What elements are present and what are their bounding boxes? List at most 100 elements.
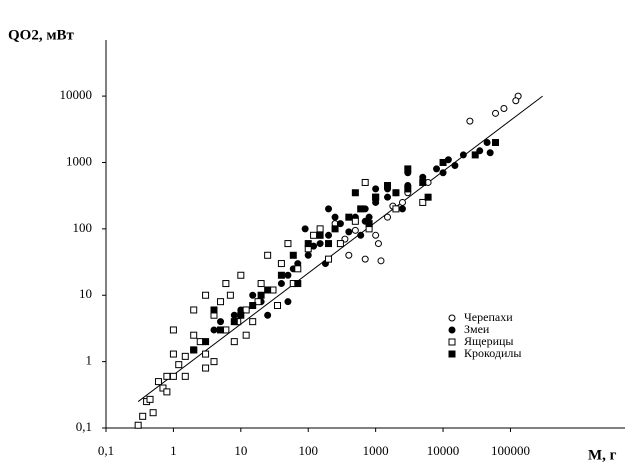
point	[384, 213, 392, 221]
point	[294, 280, 302, 288]
point	[181, 372, 189, 380]
point	[483, 138, 491, 146]
y-tick-label: 100	[73, 220, 93, 235]
point	[316, 225, 324, 233]
point	[190, 306, 198, 314]
point	[202, 338, 210, 346]
point	[331, 225, 339, 233]
point	[139, 412, 147, 420]
x-tick-label: 100000	[491, 443, 530, 458]
x-tick-label: 10000	[427, 443, 460, 458]
point	[277, 271, 285, 279]
point	[230, 318, 238, 326]
point	[284, 271, 292, 279]
y-axis-label: QO2, мВт	[8, 27, 75, 43]
point	[149, 409, 157, 417]
point	[345, 251, 353, 259]
point	[175, 361, 183, 369]
point	[404, 185, 412, 193]
point	[301, 225, 309, 233]
point	[316, 231, 324, 239]
legend-label: Ящерицы	[464, 334, 513, 348]
x-tick-label: 100	[298, 443, 318, 458]
point	[500, 105, 508, 113]
point	[210, 326, 218, 334]
point	[169, 326, 177, 334]
point	[202, 291, 210, 299]
point	[190, 346, 198, 354]
point	[351, 217, 359, 225]
point	[351, 226, 359, 234]
point	[433, 165, 441, 173]
point	[217, 298, 225, 306]
point	[163, 372, 171, 380]
point	[310, 231, 318, 239]
point	[384, 181, 392, 189]
point	[316, 240, 324, 248]
legend-label: Змеи	[464, 322, 490, 336]
point	[345, 213, 353, 221]
point	[357, 205, 365, 213]
point	[242, 306, 250, 314]
point	[257, 280, 265, 288]
point	[404, 165, 412, 173]
point	[249, 291, 257, 299]
point	[424, 193, 432, 201]
point	[345, 228, 353, 236]
point	[492, 138, 500, 146]
x-tick-label: 0,1	[98, 443, 114, 458]
x-tick-label: 1000	[363, 443, 389, 458]
point	[163, 388, 171, 396]
point	[304, 240, 312, 248]
point	[273, 302, 281, 310]
point	[398, 198, 406, 206]
x-axis-label: M, г	[588, 447, 617, 463]
point	[294, 265, 302, 273]
point	[210, 358, 218, 366]
y-tick-label: 1	[86, 353, 93, 368]
point	[237, 271, 245, 279]
point	[398, 205, 406, 213]
point	[336, 220, 344, 228]
legend-marker	[448, 314, 456, 322]
point	[419, 198, 427, 206]
point	[325, 231, 333, 239]
point	[249, 318, 257, 326]
point	[384, 193, 392, 201]
point	[492, 109, 500, 117]
point	[249, 302, 257, 310]
y-tick-label: 1000	[66, 153, 92, 168]
x-tick-label: 10	[234, 443, 247, 458]
point	[242, 331, 250, 339]
legend-marker	[448, 326, 456, 334]
point	[134, 421, 142, 429]
point	[230, 338, 238, 346]
point	[169, 372, 177, 380]
point	[284, 240, 292, 248]
point	[159, 384, 167, 392]
point	[331, 213, 339, 221]
point	[372, 231, 380, 239]
point	[289, 251, 297, 259]
point	[466, 117, 474, 125]
legend-marker	[448, 338, 456, 346]
point	[357, 231, 365, 239]
point	[361, 178, 369, 186]
point	[351, 189, 359, 197]
point	[264, 286, 272, 294]
point	[202, 364, 210, 372]
point	[365, 220, 373, 228]
point	[392, 205, 400, 213]
point	[439, 158, 447, 166]
point	[372, 193, 380, 201]
point	[325, 255, 333, 263]
point	[284, 298, 292, 306]
point	[392, 189, 400, 197]
point	[471, 151, 479, 159]
point	[486, 149, 494, 157]
point	[217, 318, 225, 326]
point	[230, 311, 238, 319]
point	[277, 280, 285, 288]
point	[336, 240, 344, 248]
point	[190, 331, 198, 339]
